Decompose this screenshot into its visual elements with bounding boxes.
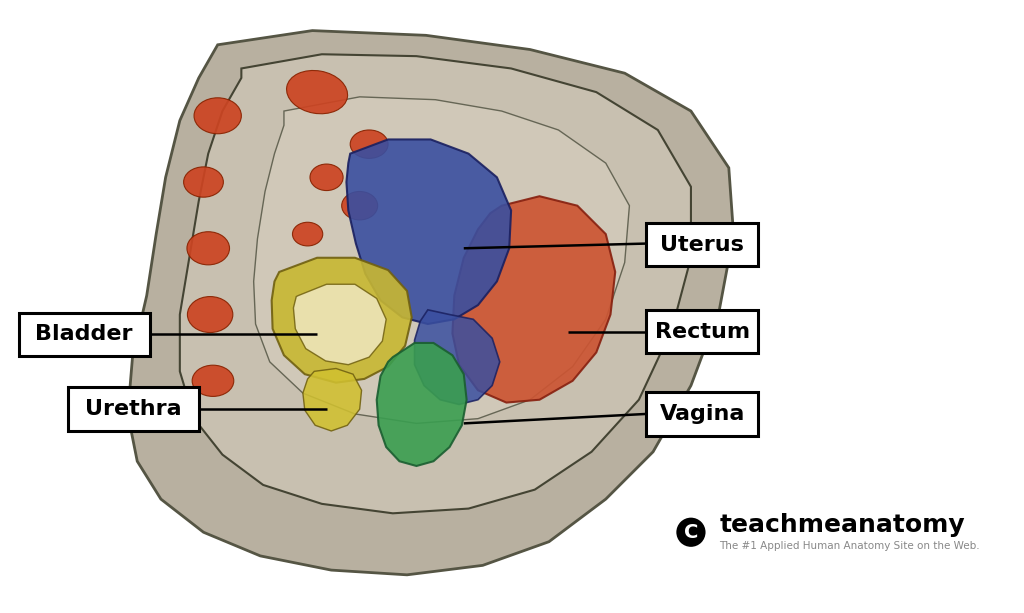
Polygon shape (254, 97, 630, 424)
Ellipse shape (194, 98, 242, 134)
Text: C: C (684, 523, 698, 542)
Ellipse shape (293, 223, 323, 246)
Polygon shape (303, 368, 361, 431)
Ellipse shape (183, 167, 223, 197)
Polygon shape (453, 196, 615, 403)
FancyBboxPatch shape (646, 310, 758, 353)
Ellipse shape (187, 297, 232, 332)
Ellipse shape (350, 130, 388, 158)
Ellipse shape (287, 70, 347, 114)
FancyBboxPatch shape (646, 392, 758, 436)
Text: teachmeanatomy: teachmeanatomy (719, 512, 965, 536)
Polygon shape (294, 284, 386, 365)
Polygon shape (128, 31, 733, 575)
FancyBboxPatch shape (69, 387, 199, 431)
Text: Vagina: Vagina (659, 404, 745, 424)
Circle shape (674, 515, 708, 549)
FancyBboxPatch shape (646, 223, 758, 266)
Ellipse shape (193, 365, 233, 397)
Ellipse shape (187, 232, 229, 265)
Ellipse shape (342, 191, 378, 220)
Text: Bladder: Bladder (36, 324, 133, 345)
Polygon shape (180, 55, 691, 513)
Polygon shape (346, 139, 511, 324)
Ellipse shape (310, 164, 343, 191)
Polygon shape (415, 310, 500, 405)
Text: The #1 Applied Human Anatomy Site on the Web.: The #1 Applied Human Anatomy Site on the… (719, 541, 980, 552)
Polygon shape (271, 257, 412, 383)
Polygon shape (377, 343, 467, 466)
Text: Uterus: Uterus (660, 235, 744, 254)
FancyBboxPatch shape (18, 313, 150, 356)
Text: Urethra: Urethra (85, 399, 182, 419)
Text: Rectum: Rectum (654, 322, 750, 341)
